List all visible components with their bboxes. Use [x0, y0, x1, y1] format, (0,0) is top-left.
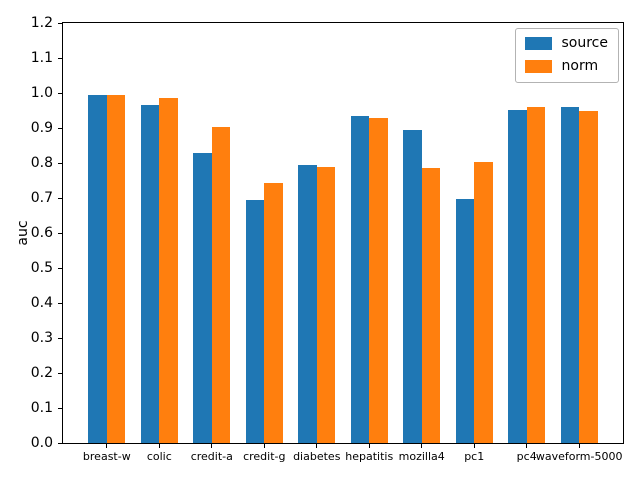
bar-source-breast-w — [88, 95, 107, 443]
x-tick-label: waveform-5000 — [535, 450, 623, 463]
y-tick-label: 0.8 — [30, 155, 53, 171]
y-tick-mark — [58, 57, 62, 59]
y-tick-label: 0.2 — [30, 365, 53, 381]
bar-norm-breast-w — [106, 95, 126, 443]
y-tick-label: 0.6 — [30, 225, 53, 241]
y-tick-mark — [58, 337, 62, 339]
y-tick-label: 1.2 — [30, 15, 53, 31]
y-tick-mark — [58, 232, 62, 234]
bar-source-diabetes — [298, 165, 317, 443]
y-tick-mark — [58, 442, 62, 444]
x-tick-mark — [473, 444, 475, 448]
y-tick-mark — [58, 162, 62, 164]
bar-source-credit-a — [193, 152, 212, 443]
y-tick-mark — [58, 302, 62, 304]
x-tick-mark — [211, 444, 213, 448]
x-tick-mark — [106, 444, 108, 448]
y-tick-label: 1.0 — [30, 85, 53, 101]
plot-area: source norm 0.0 0.1 0.2 0.3 0.4 0.5 0.6 0.7 0.8 0… — [31, 15, 624, 463]
x-tick-mark — [526, 444, 528, 448]
bar-norm-pc1 — [474, 162, 493, 443]
bar-norm-pc4 — [526, 107, 546, 443]
legend-label-norm: norm — [561, 58, 599, 74]
bar-norm-mozilla4 — [421, 168, 441, 443]
bar-norm-waveform-5000 — [579, 110, 598, 443]
y-tick-label: 0.0 — [30, 435, 53, 451]
y-tick-label: 0.9 — [30, 120, 53, 136]
y-tick-label: 1.1 — [30, 50, 53, 66]
y-tick-mark — [58, 92, 62, 94]
x-tick-label: pc4 — [516, 450, 537, 463]
y-tick-mark — [58, 267, 62, 269]
x-tick-mark — [263, 444, 265, 448]
bar-source-hepatitis — [350, 115, 370, 443]
y-tick-label: 0.4 — [30, 295, 53, 311]
bar-source-pc1 — [455, 198, 475, 443]
bar-source-mozilla4 — [403, 130, 422, 443]
legend-swatch-source-icon — [524, 37, 552, 50]
x-tick-mark — [316, 444, 318, 448]
y-tick-mark — [58, 372, 62, 374]
bar-norm-colic — [159, 97, 178, 443]
bar-norm-hepatitis — [369, 118, 388, 443]
legend-label-source: source — [561, 35, 609, 51]
x-tick-label: credit-a — [190, 450, 233, 463]
y-tick-label: 0.5 — [30, 260, 53, 276]
y-tick-label: 0.1 — [30, 400, 53, 416]
x-tick-label: diabetes — [293, 450, 341, 463]
bar-source-credit-g — [245, 200, 265, 443]
x-tick-mark — [368, 444, 370, 448]
y-tick-mark — [58, 127, 62, 129]
bar-source-colic — [140, 104, 160, 443]
x-tick-label: credit-g — [243, 450, 286, 463]
bar-norm-credit-g — [264, 183, 283, 443]
x-tick-mark — [421, 444, 423, 448]
x-tick-mark — [578, 444, 580, 448]
y-tick-label: 0.3 — [30, 330, 53, 346]
y-tick-mark — [58, 22, 62, 24]
legend-entry-source: source — [524, 35, 609, 51]
y-tick-label: 0.7 — [30, 190, 53, 206]
legend: source norm — [514, 28, 619, 83]
x-tick-label: pc1 — [464, 450, 485, 463]
x-tick-label: mozilla4 — [398, 450, 445, 463]
y-tick-mark — [58, 407, 62, 409]
x-tick-mark — [158, 444, 160, 448]
x-tick-label: breast-w — [82, 450, 131, 463]
bar-norm-diabetes — [316, 166, 336, 443]
legend-swatch-norm-icon — [524, 60, 552, 73]
legend-entry-norm: norm — [524, 58, 609, 74]
bar-norm-credit-a — [211, 126, 231, 443]
bar-source-waveform-5000 — [560, 107, 580, 443]
x-tick-label: colic — [146, 450, 172, 463]
x-tick-label: hepatitis — [345, 450, 394, 463]
y-tick-mark — [58, 197, 62, 199]
bar-source-pc4 — [508, 109, 527, 443]
